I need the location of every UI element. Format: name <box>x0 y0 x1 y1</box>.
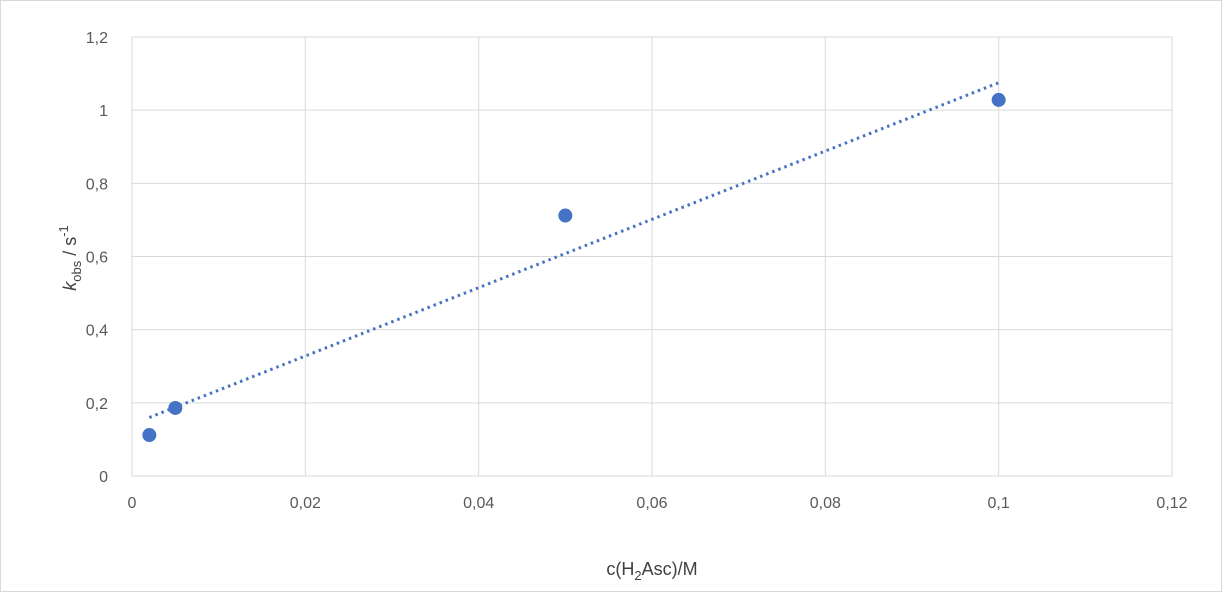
data-point <box>991 92 1006 107</box>
data-point <box>168 400 183 415</box>
data-point <box>558 208 573 223</box>
x-tick-labels: 0 0,02 0,04 0,06 0,08 0,1 0,12 <box>128 495 1188 512</box>
x-tick-label: 0 <box>128 495 137 512</box>
x-tick-label: 0,04 <box>463 495 494 512</box>
y-tick-label: 0,2 <box>86 396 108 413</box>
y-tick-label: 0,4 <box>86 323 108 340</box>
y-tick-label: 1 <box>99 103 108 120</box>
gridlines <box>131 36 1173 477</box>
y-tick-label: 0,6 <box>86 250 108 267</box>
y-tick-label: 1,2 <box>86 30 108 47</box>
x-tick-label: 0,02 <box>290 495 321 512</box>
x-tick-label: 0,08 <box>810 495 841 512</box>
y-axis-label: kobs / s-1 <box>56 225 84 291</box>
linear-trendline <box>148 81 1000 419</box>
x-tick-label: 0,12 <box>1156 495 1187 512</box>
x-axis-label: c(H2Asc)/M <box>606 559 697 583</box>
y-tick-labels: 0 0,2 0,4 0,6 0,8 1 1,2 <box>86 30 108 486</box>
data-point <box>142 428 157 443</box>
x-tick-label: 0,1 <box>988 495 1010 512</box>
trendline-group <box>148 81 1000 419</box>
x-tick-label: 0,06 <box>636 495 667 512</box>
y-tick-label: 0,8 <box>86 176 108 193</box>
data-points <box>142 92 1006 443</box>
y-tick-label: 0 <box>99 469 108 486</box>
